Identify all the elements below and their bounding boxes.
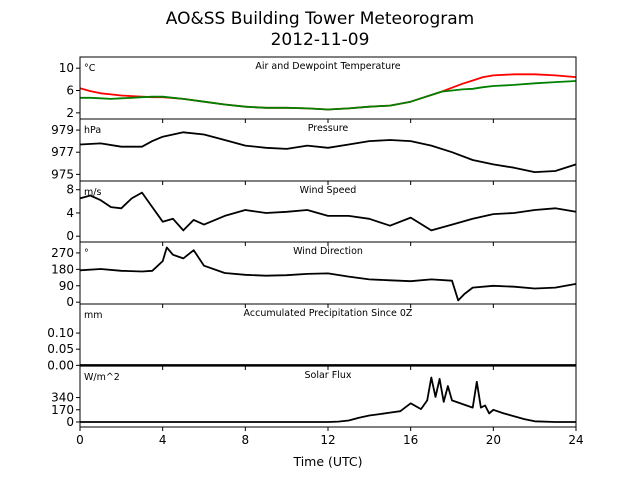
panel-1-title: Air and Dewpoint Temperature [255, 61, 400, 72]
panel-6-ytick-label: 0 [66, 415, 74, 429]
xtick-label: 8 [242, 433, 250, 447]
panel-2-ytick-label: 977 [51, 145, 74, 159]
panel-5-ytick-label: 0.10 [47, 326, 74, 340]
panel-5-ytick-label: 0.00 [47, 358, 74, 372]
chart-panels: 2 6 10 °C Air and Dewpoint Temperature 975 977… [47, 56, 584, 447]
x-axis-label: Time (UTC) [292, 454, 362, 469]
panel-2-title: Pressure [308, 123, 349, 134]
panel-6-ytick-label: 170 [51, 403, 74, 417]
panel-1-series-2 [80, 80, 577, 111]
xtick-label: 16 [403, 433, 418, 447]
panel-6-unit: W/m^2 [84, 372, 120, 383]
panel-1-ytick-label: 6 [66, 84, 74, 98]
panel-6-title: Solar Flux [305, 370, 352, 381]
panel-3-ytick-label: 8 [66, 183, 74, 197]
xtick-label: 0 [76, 433, 84, 447]
panel-2-ytick-label: 975 [51, 167, 74, 181]
panel-6-ytick-label: 340 [51, 391, 74, 405]
panel-2-ytick-label: 979 [51, 123, 74, 137]
panel-5: 0.00 0.05 0.10 mm Accumulated Precipitation … [47, 303, 577, 372]
panel-1-series-1 [79, 73, 577, 111]
panel-5-unit: mm [84, 310, 103, 321]
panel-1-unit: °C [84, 63, 96, 74]
panel-5-title: Accumulated Precipitation Since 0Z [244, 308, 413, 319]
panel-4-ytick-label: 90 [59, 279, 74, 293]
chart-subtitle: 2012-11-09 [271, 30, 370, 50]
panel-4-ytick-label: 0 [66, 295, 74, 309]
panel-1-ytick-label: 2 [66, 106, 74, 120]
panel-2-unit: hPa [84, 125, 101, 136]
panel-5-ytick-label: 0.05 [47, 342, 74, 356]
panel-4-series-1 [79, 246, 577, 302]
xtick-label: 4 [159, 433, 167, 447]
panel-4-ytick-label: 270 [51, 246, 74, 260]
panel-3-title: Wind Speed [300, 185, 357, 196]
xtick-label: 12 [320, 433, 335, 447]
panel-3-unit: m/s [84, 187, 101, 198]
chart-title: AO&SS Building Tower Meteorogram [166, 9, 474, 29]
panel-4: 0 90 180 270 ° Wind Direction [51, 241, 577, 309]
panel-3-ytick-label: 4 [66, 206, 74, 220]
panel-3-ytick-label: 0 [66, 229, 74, 243]
panel-3: 0 4 8 m/s Wind Speed [66, 180, 577, 246]
xtick-label: 24 [568, 433, 583, 447]
panel-4-unit: ° [84, 248, 89, 259]
panel-2: 975 977 979 hPa Pressure [51, 118, 577, 185]
panel-4-title: Wind Direction [293, 246, 363, 257]
panel-4-ytick-label: 180 [51, 262, 74, 276]
xtick-label: 20 [486, 433, 501, 447]
panel-6-series-1 [80, 376, 576, 423]
panel-1: 2 6 10 °C Air and Dewpoint Temperature [59, 56, 577, 123]
panel-2-series-1 [79, 131, 577, 174]
panel-3-series-1 [79, 191, 577, 232]
panel-1-ytick-label: 10 [59, 61, 74, 75]
